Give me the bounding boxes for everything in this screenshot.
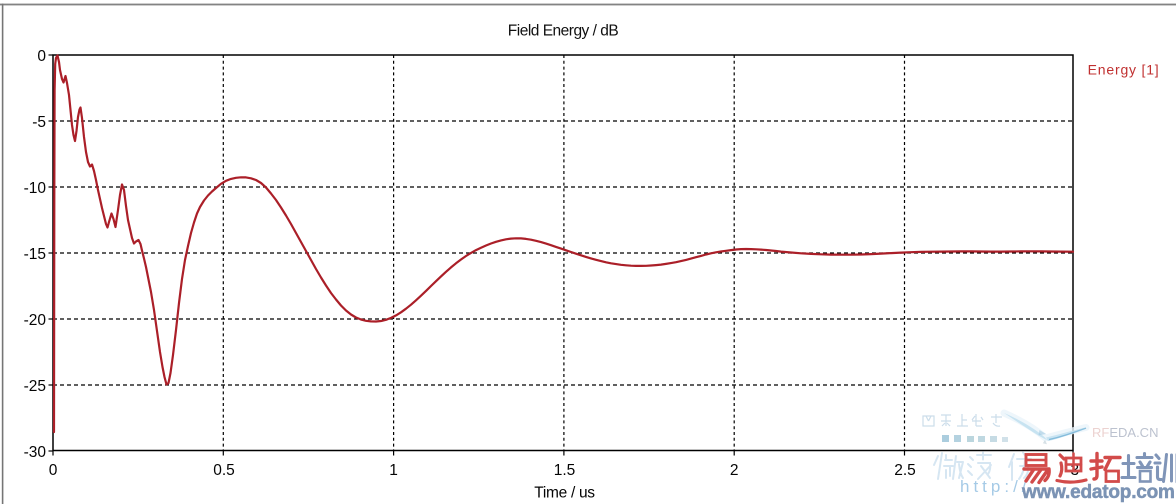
svg-text:www.edatop.com: www.edatop.com: [1021, 482, 1175, 503]
svg-text:-15: -15: [24, 246, 46, 263]
svg-text:Energy [1]: Energy [1]: [1088, 62, 1160, 78]
svg-text:Time / us: Time / us: [534, 484, 595, 501]
svg-text:2: 2: [730, 462, 739, 479]
svg-text:0: 0: [49, 462, 58, 479]
svg-text:1.5: 1.5: [554, 462, 576, 479]
svg-text:-20: -20: [24, 312, 47, 329]
svg-text:-25: -25: [24, 378, 46, 395]
svg-text:-5: -5: [32, 114, 46, 131]
svg-text:-10: -10: [24, 180, 47, 197]
svg-text:RFEDA.CN: RFEDA.CN: [1092, 425, 1158, 440]
svg-text:0.5: 0.5: [213, 462, 235, 479]
svg-text:2.5: 2.5: [894, 462, 916, 479]
svg-text:Field Energy / dB: Field Energy / dB: [508, 22, 619, 39]
svg-text:-30: -30: [24, 444, 47, 461]
svg-text:1: 1: [389, 462, 398, 479]
svg-text:0: 0: [37, 48, 46, 65]
svg-text:http://: http://: [960, 477, 1031, 496]
